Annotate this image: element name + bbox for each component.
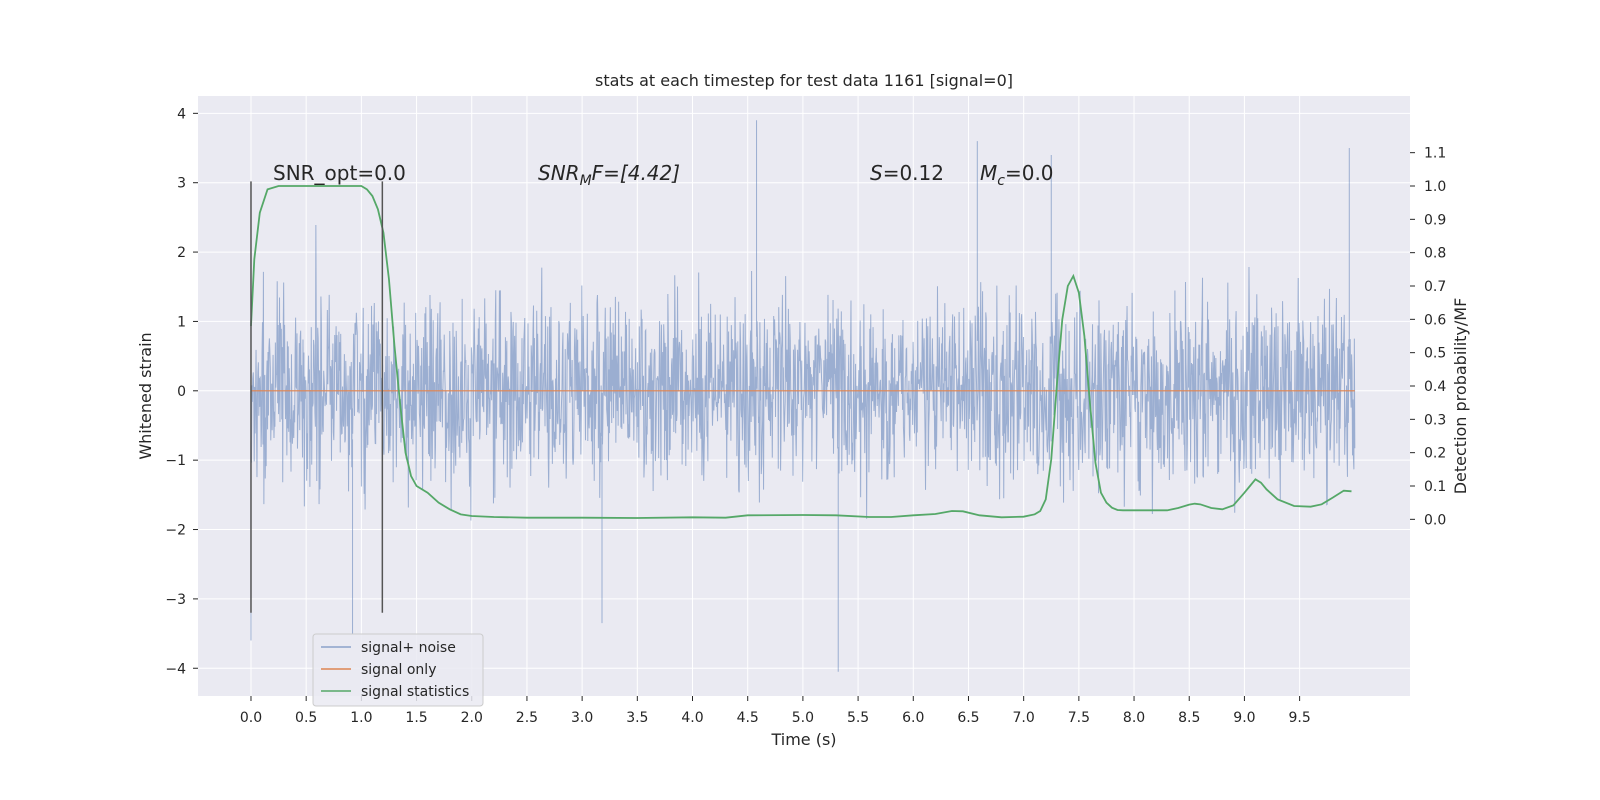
x-tick-label: 8.0 xyxy=(1123,710,1145,726)
x-tick-label: 9.0 xyxy=(1233,710,1255,726)
y-right-tick-label: 1.1 xyxy=(1424,146,1446,162)
y-right-tick-label: 0.3 xyxy=(1424,412,1446,428)
marker-lines xyxy=(250,181,384,613)
x-tick-label: 6.0 xyxy=(902,710,924,726)
legend-label-signal: signal only xyxy=(361,662,436,678)
x-tick-label: 2.0 xyxy=(461,710,483,726)
x-tick-label: 2.5 xyxy=(516,710,538,726)
x-axis: 0.0 0.5 1.0 1.5 2.0 2.5 3.0 3.5 4.0 4.5 5.0 5.5 6.0 6… xyxy=(240,696,1311,726)
annotation-mc: Mc=0.0 xyxy=(980,161,1054,189)
y-right-tick-label: 0.7 xyxy=(1424,279,1446,295)
x-tick-label: 0.0 xyxy=(240,710,262,726)
stats-series xyxy=(250,185,1352,519)
y-right-tick-label: 0.2 xyxy=(1424,446,1446,462)
y-tick-label: 2 xyxy=(177,245,186,261)
x-tick-label: 4.5 xyxy=(737,710,759,726)
y-right-tick-label: 0.1 xyxy=(1424,479,1446,495)
x-tick-label: 7.0 xyxy=(1013,710,1035,726)
x-tick-label: 4.0 xyxy=(681,710,703,726)
y-tick-label: 1 xyxy=(177,314,186,330)
annotation-snr-opt: SNR_opt=0.0 xyxy=(273,161,406,185)
y-tick-label: −2 xyxy=(165,523,186,539)
x-tick-label: 0.5 xyxy=(295,710,317,726)
series-line-signal-statistics xyxy=(250,185,1352,519)
legend-box xyxy=(312,633,484,707)
x-tick-label: 1.0 xyxy=(350,710,372,726)
y-tick-label: −3 xyxy=(165,592,186,608)
y-right-tick-label: 0.6 xyxy=(1424,312,1446,328)
annotation-s: S=0.12 xyxy=(870,161,944,185)
y-tick-label: 3 xyxy=(177,176,186,192)
y-tick-label: −4 xyxy=(165,661,186,677)
x-tick-label: 3.0 xyxy=(571,710,593,726)
x-tick-label: 7.5 xyxy=(1068,710,1090,726)
y-axis-label: Whitened strain xyxy=(136,332,155,459)
x-tick-label: 6.5 xyxy=(957,710,979,726)
x-tick-label: 8.5 xyxy=(1178,710,1200,726)
y-right-tick-label: 0.8 xyxy=(1424,246,1446,262)
x-tick-label: 5.0 xyxy=(792,710,814,726)
legend-label-noise: signal+ noise xyxy=(361,640,456,656)
y-axis-label-right: Detection probability/MF xyxy=(1451,298,1470,495)
y-right-tick-label: 0.5 xyxy=(1424,346,1446,362)
y-right-tick-label: 0.4 xyxy=(1424,379,1446,395)
x-tick-label: 9.5 xyxy=(1288,710,1310,726)
y-tick-label: 0 xyxy=(177,384,186,400)
annotation-snr-mf: SNRMF=[4.42] xyxy=(538,161,680,189)
right-y-axis: 1.1 1.0 0.9 0.8 0.7 0.6 0.5 0.4 0.3 0.2 0.1 0.0 xyxy=(1410,146,1446,528)
legend: signal+ noise signal only signal statist… xyxy=(312,633,484,707)
y-tick-label: −1 xyxy=(165,453,186,469)
chart-title: stats at each timestep for test data 116… xyxy=(595,71,1013,90)
y-right-tick-label: 0.9 xyxy=(1424,212,1446,228)
x-tick-label: 5.5 xyxy=(847,710,869,726)
y-right-tick-label: 0.0 xyxy=(1424,512,1446,528)
legend-label-stats: signal statistics xyxy=(361,684,469,700)
y-tick-label: 4 xyxy=(177,106,186,122)
x-tick-label: 3.5 xyxy=(626,710,648,726)
left-y-axis: 4 3 2 1 0 −1 −2 −3 −4 xyxy=(165,106,198,677)
x-axis-label: Time (s) xyxy=(770,730,836,749)
x-tick-label: 1.5 xyxy=(405,710,427,726)
y-right-tick-label: 1.0 xyxy=(1424,179,1446,195)
